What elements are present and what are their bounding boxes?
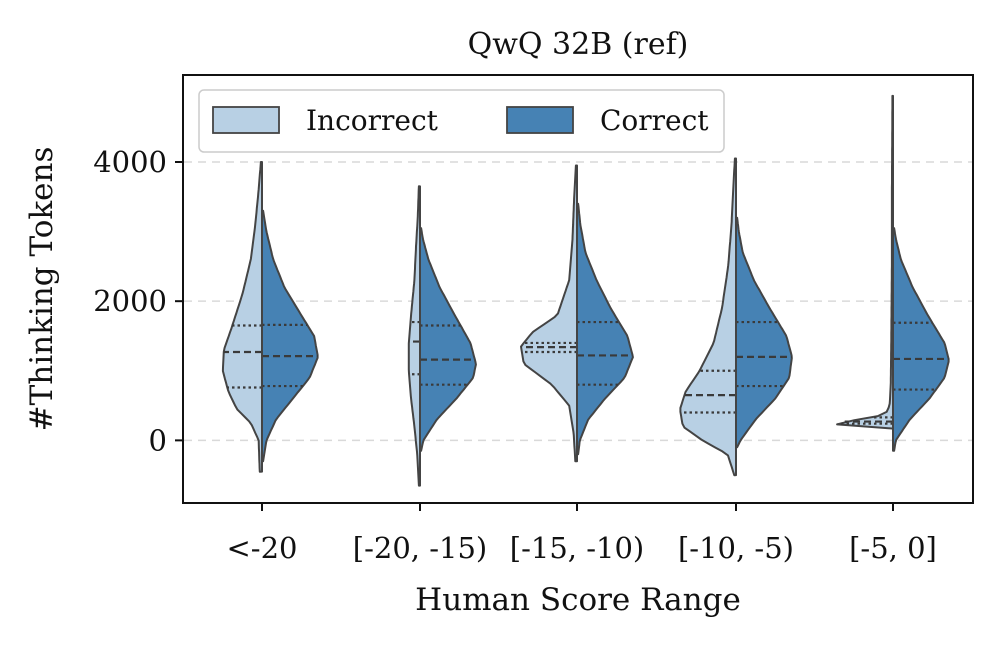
x-tick-label: [-20, -15) bbox=[353, 531, 487, 565]
legend-label-correct: Correct bbox=[600, 104, 709, 137]
x-axis-label: Human Score Range bbox=[415, 582, 741, 618]
violins bbox=[221, 94, 950, 487]
legend-label-incorrect: Incorrect bbox=[306, 104, 439, 137]
violin-incorrect-3 bbox=[679, 157, 737, 477]
y-axis-label: #Thinking Tokens bbox=[24, 147, 60, 432]
legend: Incorrect Correct bbox=[198, 89, 725, 153]
y-tick-label: 2000 bbox=[93, 284, 167, 318]
violin-correct-2 bbox=[576, 202, 634, 456]
legend-swatch-correct bbox=[506, 106, 574, 134]
violin-correct-4 bbox=[892, 227, 950, 452]
violin-correct-1 bbox=[419, 227, 477, 452]
chart-title: QwQ 32B (ref) bbox=[468, 27, 689, 62]
legend-box bbox=[198, 89, 725, 153]
violin-incorrect-4 bbox=[836, 94, 894, 430]
violin-correct-3 bbox=[735, 216, 793, 449]
violin-incorrect-1 bbox=[407, 185, 421, 487]
x-tick-label: [-10, -5) bbox=[678, 531, 794, 565]
legend-swatch-incorrect bbox=[212, 106, 280, 134]
y-axis-ticks: 0 2000 4000 bbox=[93, 145, 183, 457]
violin-correct-0 bbox=[261, 209, 319, 463]
x-tick-label: [-15, -10) bbox=[510, 531, 644, 565]
y-tick-label: 0 bbox=[149, 423, 167, 457]
violin-incorrect-0 bbox=[221, 160, 263, 473]
y-tick-label: 4000 bbox=[93, 145, 167, 179]
x-tick-label: <-20 bbox=[227, 531, 298, 565]
violin-incorrect-2 bbox=[520, 164, 578, 463]
x-tick-label: [-5, 0] bbox=[849, 531, 937, 565]
x-axis-ticks: <-20 [-20, -15) [-15, -10) [-10, -5) [-5, 0] bbox=[227, 503, 937, 565]
